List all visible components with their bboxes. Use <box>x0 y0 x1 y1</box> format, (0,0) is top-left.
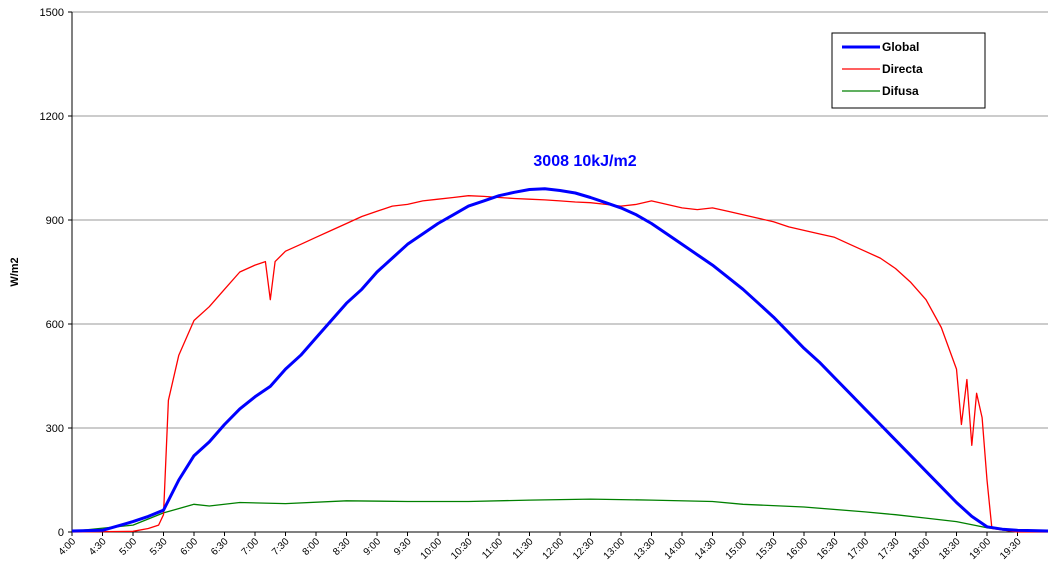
x-tick-label: 18:00 <box>907 536 933 562</box>
x-tick-label: 14:00 <box>663 536 689 562</box>
x-tick-label: 5:30 <box>148 536 170 558</box>
x-tick-label: 19:30 <box>998 536 1024 562</box>
y-tick-label: 0 <box>58 527 64 539</box>
y-tick-label: 1200 <box>40 111 64 123</box>
x-tick-label: 8:30 <box>331 536 353 558</box>
x-tick-label: 9:30 <box>392 536 414 558</box>
x-tick-label: 8:00 <box>301 536 323 558</box>
x-tick-label: 16:00 <box>785 536 811 562</box>
x-tick-label: 15:00 <box>724 536 750 562</box>
annotation: 3008 10kJ/m2 <box>533 153 636 170</box>
legend-label: Directa <box>882 62 923 76</box>
x-tick-label: 6:30 <box>209 536 231 558</box>
x-tick-label: 11:30 <box>511 536 536 561</box>
x-tick-label: 12:30 <box>571 536 597 562</box>
x-tick-label: 10:30 <box>449 536 475 562</box>
x-tick-label: 11:00 <box>480 536 505 561</box>
x-tick-label: 13:00 <box>602 536 628 562</box>
x-tick-label: 13:30 <box>632 536 658 562</box>
x-tick-label: 6:00 <box>179 536 201 558</box>
x-tick-label: 15:30 <box>754 536 780 562</box>
y-tick-label: 900 <box>46 215 64 227</box>
y-tick-label: 300 <box>46 423 64 435</box>
series-line <box>71 187 1049 533</box>
x-tick-label: 14:30 <box>693 536 719 562</box>
x-tick-label: 9:00 <box>362 536 384 558</box>
x-tick-label: 5:00 <box>118 536 140 558</box>
series-line <box>71 498 1049 532</box>
x-tick-label: 4:30 <box>87 536 109 558</box>
y-tick-label: 600 <box>46 319 64 331</box>
x-tick-label: 19:00 <box>968 536 994 562</box>
x-tick-label: 12:00 <box>541 536 567 562</box>
y-tick-label: 1500 <box>40 7 64 19</box>
x-tick-label: 17:30 <box>876 536 902 562</box>
x-tick-label: 7:30 <box>270 536 292 558</box>
legend-label: Difusa <box>882 84 919 98</box>
series-line <box>71 195 1048 533</box>
x-tick-label: 7:00 <box>240 536 262 558</box>
x-tick-label: 4:00 <box>57 536 79 558</box>
x-tick-label: 16:30 <box>815 536 841 562</box>
x-tick-label: 10:00 <box>419 536 445 562</box>
y-axis-label: W/m2 <box>9 257 21 286</box>
legend-label: Global <box>882 40 919 54</box>
legend: Global Directa Difusa <box>831 32 986 109</box>
x-tick-label: 17:00 <box>846 536 872 562</box>
x-tick-label: 18:30 <box>937 536 963 562</box>
